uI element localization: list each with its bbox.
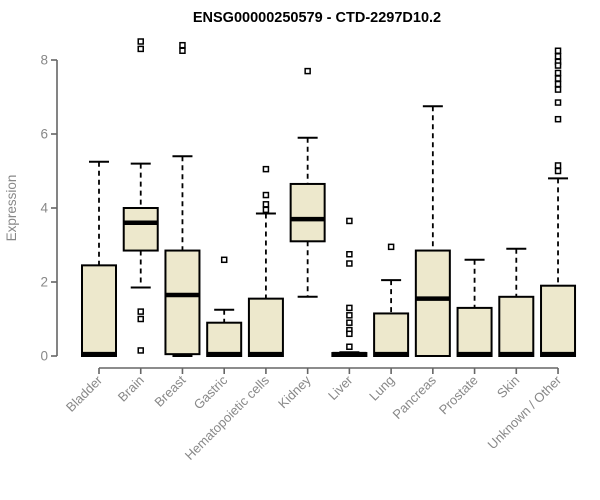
box-group-prostate (456, 258, 493, 357)
outlier-point (346, 343, 353, 350)
outlier-point (304, 67, 311, 75)
outlier-point (554, 75, 562, 82)
iqr-box (456, 306, 493, 357)
outlier-point (137, 45, 144, 53)
outlier-point (554, 62, 562, 69)
box-group-kidney (289, 67, 326, 298)
x-tick-label-bladder: Bladder (63, 372, 106, 415)
x-tick-label-brain: Brain (115, 373, 147, 405)
iqr-box (373, 312, 410, 358)
outlier-point (137, 347, 144, 354)
outlier-point (346, 330, 353, 338)
outlier-point (262, 206, 270, 214)
outlier-point (554, 115, 562, 123)
outlier-point (346, 319, 353, 326)
outlier-point (346, 217, 353, 225)
box-group-unknown-other (540, 47, 577, 358)
iqr-box (81, 264, 117, 358)
y-tick-label: 8 (40, 53, 48, 68)
y-tick-label: 6 (40, 127, 48, 142)
chart-title: ENSG00000250579 - CTD-2297D10.2 (193, 10, 441, 26)
x-tick-label-breast: Breast (151, 372, 188, 409)
box-group-liver (331, 217, 368, 358)
box-group-lung (373, 243, 410, 358)
outlier-point (554, 86, 562, 93)
box-group-gastric (206, 256, 243, 358)
outlier-point (137, 38, 144, 45)
iqr-box (498, 295, 535, 357)
outlier-point (346, 260, 353, 267)
x-tick-label-liver: Liver (325, 372, 356, 403)
outlier-point (554, 53, 562, 60)
outlier-point (179, 41, 186, 49)
outlier-point (262, 201, 270, 208)
x-tick-label-pancreas: Pancreas (390, 372, 440, 422)
outlier-point (554, 47, 562, 54)
iqr-box (122, 207, 159, 252)
x-tick-label-gastric: Gastric (191, 372, 231, 412)
y-tick-label: 2 (40, 275, 48, 290)
x-tick-label-unknown-other: Unknown / Other (485, 372, 565, 452)
outlier-point (262, 165, 270, 173)
outlier-point (387, 243, 395, 251)
outlier-point (554, 69, 562, 77)
y-tick-label: 4 (40, 201, 48, 216)
outlier-point (346, 251, 353, 258)
outlier-point (220, 256, 228, 264)
outlier-point (179, 47, 186, 54)
outlier-point (554, 80, 562, 88)
box-group-breast (164, 41, 201, 357)
outlier-point (554, 167, 562, 175)
x-tick-label-lung: Lung (366, 373, 397, 404)
outlier-point (346, 304, 353, 312)
box-group-skin (498, 247, 535, 357)
y-axis-label: Expression (4, 175, 19, 242)
outlier-point (137, 308, 144, 315)
outlier-point (262, 191, 270, 199)
iqr-box (289, 182, 326, 243)
outlier-point (554, 99, 562, 106)
box-group-pancreas (414, 105, 451, 357)
iqr-box (247, 297, 284, 357)
outlier-point (554, 162, 562, 169)
x-tick-label-skin: Skin (494, 373, 522, 401)
iqr-box (164, 249, 201, 356)
box-group-brain (122, 38, 159, 354)
iqr-box (540, 284, 577, 358)
y-tick-label: 0 (40, 349, 48, 364)
x-tick-label-kidney: Kidney (275, 372, 314, 411)
box-group-bladder (81, 160, 117, 358)
iqr-box (206, 321, 243, 358)
outlier-point (137, 315, 144, 323)
x-tick-label-prostate: Prostate (436, 373, 481, 418)
outlier-point (346, 312, 353, 319)
iqr-box (414, 249, 451, 357)
box-group-hematopoietic-cells (247, 165, 284, 357)
